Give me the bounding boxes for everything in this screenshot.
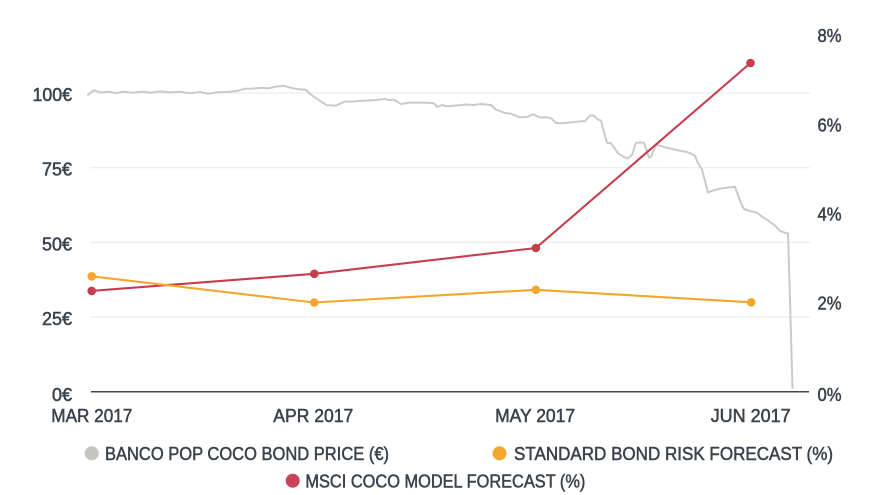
svg-text:STANDARD BOND RISK FORECAST (%: STANDARD BOND RISK FORECAST (%) bbox=[514, 444, 833, 464]
svg-text:8%: 8% bbox=[818, 26, 842, 46]
svg-text:100€: 100€ bbox=[33, 85, 73, 105]
svg-text:25€: 25€ bbox=[42, 309, 72, 329]
svg-text:APR 2017: APR 2017 bbox=[273, 406, 353, 426]
svg-text:6%: 6% bbox=[818, 115, 842, 135]
svg-text:MAY 2017: MAY 2017 bbox=[495, 406, 575, 426]
svg-text:75€: 75€ bbox=[42, 160, 72, 180]
svg-text:BANCO POP COCO BOND PRICE (€): BANCO POP COCO BOND PRICE (€) bbox=[105, 444, 389, 464]
svg-text:MSCI COCO MODEL FORECAST (%): MSCI COCO MODEL FORECAST (%) bbox=[305, 472, 585, 492]
svg-text:JUN 2017: JUN 2017 bbox=[711, 406, 791, 426]
svg-text:2%: 2% bbox=[818, 294, 842, 314]
svg-text:50€: 50€ bbox=[42, 234, 72, 254]
svg-text:0€: 0€ bbox=[52, 385, 72, 405]
svg-text:0%: 0% bbox=[818, 385, 842, 405]
svg-text:MAR 2017: MAR 2017 bbox=[51, 406, 132, 426]
svg-text:4%: 4% bbox=[818, 205, 842, 225]
